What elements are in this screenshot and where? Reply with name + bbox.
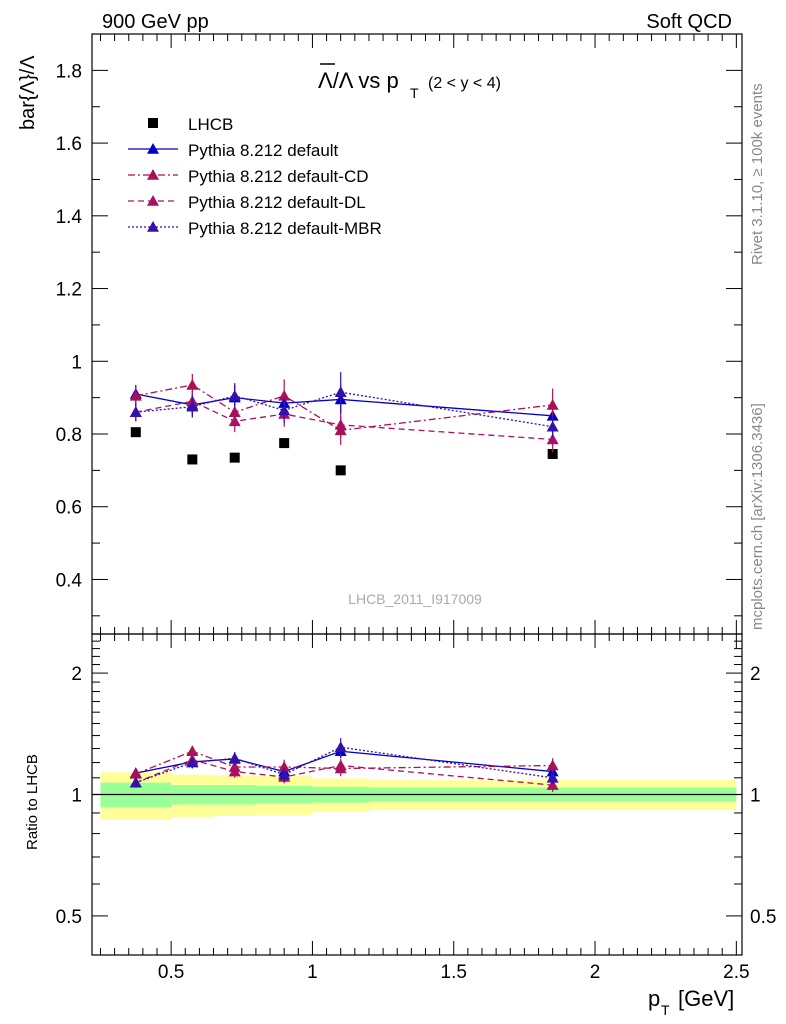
- main-line-cd: [135, 384, 553, 432]
- mcplots-label: mcplots.cern.ch [arXiv:1306.3436]: [749, 403, 766, 630]
- ratio-ytick-label-right: 0.5: [750, 907, 776, 928]
- ratio-point-mbr: [334, 741, 347, 753]
- ratio-ytick-label-right: 1: [750, 786, 761, 807]
- main-ytick-label: 1.6: [56, 134, 82, 155]
- main-point-data: [187, 454, 198, 465]
- xtick-label: 2: [590, 962, 601, 983]
- main-point-mbr: [278, 404, 291, 416]
- main-axes: 0.4 0.6 0.8 1 1.2 1.4 1.6 1.8: [56, 33, 743, 635]
- legend-marker-dl: [147, 195, 159, 206]
- legend-marker-cd: [147, 169, 159, 180]
- ratio-series-mbr: [129, 738, 559, 788]
- main-point-cd: [546, 398, 559, 410]
- ratio-line-mbr: [135, 746, 553, 784]
- main-point-mbr: [186, 400, 199, 412]
- ratio-point-mbr: [186, 756, 199, 768]
- xtick-label: 2.5: [723, 962, 749, 983]
- legend-marker-mbr: [147, 221, 159, 232]
- xlabel-main: p: [648, 986, 660, 1011]
- ratio-point-cd: [278, 760, 291, 772]
- legend-label-mbr: Pythia 8.212 default-MBR: [188, 219, 382, 238]
- ratio-point-cd: [546, 759, 559, 771]
- ratio-line-dl: [135, 758, 553, 786]
- ratio-ytick-label-left: 2: [71, 664, 82, 685]
- title-sub: T: [410, 85, 419, 101]
- main-ytick-label: 0.8: [56, 425, 82, 446]
- xtick-label: 1.5: [441, 962, 467, 983]
- legend-label-default: Pythia 8.212 default: [188, 141, 339, 160]
- ratio-point-dl: [228, 765, 241, 777]
- main-line-mbr: [135, 391, 553, 428]
- main-ytick-label: 1.4: [56, 207, 83, 228]
- xlabel-sub: T: [661, 1002, 670, 1018]
- main-ytick-label: 1.2: [56, 280, 82, 301]
- ratio-ylabel: Ratio to LHCB: [24, 754, 41, 850]
- ratio-point-dl: [546, 779, 559, 790]
- main-ytick-label: 1.8: [56, 61, 82, 82]
- ratio-ytick-label-left: 0.5: [56, 907, 82, 928]
- legend-label-cd: Pythia 8.212 default-CD: [188, 167, 369, 186]
- main-point-cd: [186, 378, 199, 390]
- main-title: Λ/Λ vs p T (2 < y < 4): [318, 63, 501, 101]
- ratio-point-cd: [186, 745, 199, 757]
- main-point-data: [130, 427, 141, 438]
- main-point-dl: [546, 433, 559, 445]
- ratio-point-mbr: [546, 771, 559, 783]
- main-ytick-label: 0.4: [56, 570, 83, 591]
- main-point-cd: [129, 389, 142, 401]
- title-range: (2 < y < 4): [428, 75, 501, 92]
- ratio-series-layer: [129, 738, 559, 792]
- main-ylabel: bar{Λ}/Λ: [17, 55, 39, 130]
- x-axis-label: p T [GeV]: [648, 986, 734, 1018]
- main-point-mbr: [129, 406, 142, 417]
- main-point-cd: [278, 389, 291, 401]
- ratio-uncertainty-band: [92, 772, 742, 820]
- ratio-point-mbr: [129, 776, 142, 788]
- main-point-data: [279, 438, 290, 449]
- ratio-point-dl: [334, 759, 347, 771]
- xtick-label: 0.5: [158, 962, 184, 983]
- legend-label-data: LHCB: [188, 115, 233, 134]
- main-line-default: [135, 393, 553, 417]
- ratio-ytick-label-right: 2: [750, 664, 761, 685]
- header-left-label: 900 GeV pp: [102, 11, 209, 33]
- main-point-data: [547, 449, 558, 459]
- xlabel-unit: [GeV]: [678, 986, 734, 1011]
- legend-marker-data: [148, 118, 158, 128]
- ratio-ytick-label-left: 1: [71, 786, 82, 807]
- ratio-point-mbr: [228, 752, 241, 764]
- main-point-data: [229, 452, 240, 463]
- main-ytick-label: 1: [71, 352, 82, 373]
- ratio-point-cd: [129, 767, 142, 779]
- legend-label-dl: Pythia 8.212 default-DL: [188, 193, 366, 212]
- main-point-dl: [334, 418, 347, 430]
- ratio-point-mbr: [278, 768, 291, 780]
- main-point-mbr: [546, 420, 559, 432]
- ratio-axes: 0.5 1 1.5 2 2.5 0.5 0.5 1 1 2 2: [56, 633, 776, 983]
- main-ytick-label: 0.6: [56, 498, 82, 519]
- header-right-label: Soft QCD: [646, 11, 732, 33]
- rivet-label: Rivet 3.1.10, ≥ 100k events: [749, 83, 766, 265]
- xtick-label: 1: [307, 962, 318, 983]
- legend-marker-default: [147, 143, 159, 154]
- main-series-mbr: [129, 372, 559, 438]
- main-series-data: [130, 427, 558, 476]
- legend: LHCB Pythia 8.212 default Pythia 8.212 def…: [128, 115, 382, 238]
- watermark: LHCB_2011_I917009: [348, 591, 482, 607]
- main-point-mbr: [334, 386, 347, 397]
- main-point-dl: [228, 415, 241, 427]
- main-point-mbr: [228, 389, 241, 401]
- main-series-layer: [129, 372, 559, 476]
- title-main: Λ/Λ vs p: [318, 68, 399, 93]
- main-point-data: [335, 465, 346, 476]
